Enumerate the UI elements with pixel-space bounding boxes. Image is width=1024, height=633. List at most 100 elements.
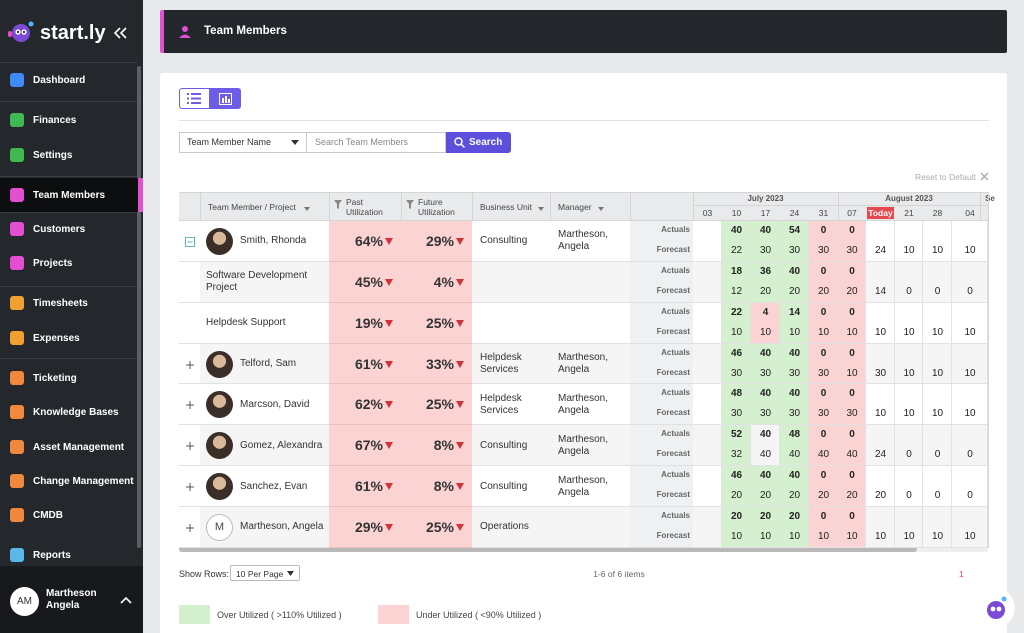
week-cell (866, 425, 895, 467)
actual-hours: 0 (849, 265, 855, 277)
forecast-hours: 0 (906, 285, 912, 297)
sidebar-item[interactable]: Change Management (33, 475, 134, 487)
week-cell (952, 384, 988, 426)
user-menu-toggle[interactable] (120, 596, 132, 604)
forecast-hours: 0 (934, 490, 941, 502)
actual-hours: 48 (788, 429, 801, 441)
week-cell (923, 466, 952, 507)
manager: Martheson, Angela (558, 392, 609, 416)
column-header[interactable]: Manager (558, 201, 592, 212)
week-cell (866, 302, 895, 344)
forecast-hours: 10 (788, 326, 801, 338)
forecast-hours: 10 (817, 530, 830, 542)
h-scroll-thumb[interactable] (179, 546, 917, 552)
header-icon (179, 26, 191, 38)
field-select[interactable] (179, 132, 307, 153)
forecast-hours: 30 (817, 367, 830, 379)
sidebar-divider (0, 358, 137, 359)
week-cell (693, 302, 722, 344)
sidebar-item[interactable]: Ticketing (33, 372, 77, 384)
search-placeholder: Search Team Members (315, 137, 408, 147)
week-cell (838, 302, 866, 344)
forecast-hours: 10 (931, 530, 944, 542)
forecast-hours: 30 (759, 245, 772, 256)
sidebar-item[interactable]: Settings (33, 149, 73, 161)
show-rows-label: Show Rows: (179, 569, 230, 579)
column-divider (630, 192, 631, 221)
week-cell (751, 425, 780, 467)
utilization-value: 25% (425, 314, 454, 331)
collapse-button[interactable] (114, 27, 128, 39)
avatar (206, 350, 233, 378)
week-cell (722, 466, 751, 507)
utilization-value: 67% (354, 437, 383, 454)
expand-toggle (186, 483, 194, 492)
week-cell (895, 466, 923, 507)
reset-icon[interactable] (980, 172, 989, 181)
sidebar-item[interactable]: Expenses (33, 332, 80, 344)
sidebar-item[interactable]: Reports (33, 549, 71, 561)
sidebar-item[interactable]: Customers (33, 223, 86, 235)
search-input[interactable] (306, 132, 446, 153)
week-cell (838, 384, 866, 426)
actual-hours: 46 (730, 347, 743, 359)
actual-hours: 4 (762, 306, 769, 318)
actual-hours: 18 (730, 265, 743, 277)
sidebar-item[interactable]: Projects (33, 257, 73, 269)
down-arrow (456, 360, 464, 368)
member-name: Gomez, Alexandra (240, 439, 323, 451)
search-button[interactable] (446, 132, 511, 153)
forecast-hours: 10 (903, 530, 915, 542)
column-header[interactable]: Past Utilization (346, 196, 383, 217)
assistant-button[interactable] (976, 588, 1016, 628)
sidebar-item[interactable]: Knowledge Bases (33, 406, 119, 418)
week-cell (952, 261, 988, 303)
logo-icon (8, 21, 34, 42)
page-size-caret (287, 571, 294, 576)
sidebar-item[interactable]: Team Members (33, 189, 106, 201)
actual-hours: 0 (820, 306, 827, 318)
down-arrow (385, 442, 393, 450)
avatar (206, 473, 233, 501)
column-header[interactable]: Business Unit (480, 201, 532, 212)
sidebar-item[interactable]: Asset Management (33, 441, 125, 453)
week-cell (923, 425, 952, 467)
utilization-value: 61% (354, 355, 383, 372)
forecast-hours: 24 (874, 245, 887, 256)
page-number[interactable]: 1 (959, 569, 964, 579)
sub-label-cell (630, 466, 693, 507)
actual-hours: 14 (788, 306, 801, 318)
sidebar-item[interactable]: Finances (33, 114, 77, 126)
utilization-value: 8% (433, 437, 454, 454)
list-icon (187, 93, 201, 104)
week-cell (751, 343, 780, 385)
week-cell (693, 221, 722, 262)
sub-label: Forecast (656, 530, 690, 540)
week-header: Today (867, 207, 894, 219)
page-size-select[interactable] (230, 565, 300, 581)
week-cell (693, 343, 722, 385)
week-cell (751, 261, 780, 303)
month-divider (838, 192, 839, 221)
sub-label: Actuals (661, 265, 690, 275)
reset-link[interactable]: Reset to Default (915, 172, 976, 182)
week-cell (866, 466, 895, 507)
actual-hours: 0 (820, 510, 827, 522)
week-cell (780, 221, 809, 262)
forecast-hours: 32 (730, 449, 743, 461)
manager (558, 266, 628, 299)
manager: Martheson, Angela (558, 433, 609, 457)
sidebar-item[interactable]: Dashboard (33, 74, 86, 86)
page-header (160, 10, 1007, 53)
actual-hours: 40 (759, 388, 772, 400)
week-cell (722, 384, 751, 426)
sub-label: Forecast (656, 490, 690, 500)
column-header[interactable]: Future Utilization (418, 196, 455, 217)
column-header[interactable]: Team Member / Project (208, 201, 296, 212)
sidebar-item[interactable]: Timesheets (33, 297, 88, 309)
actual-hours: 48 (730, 388, 743, 400)
sidebar-item[interactable]: CMDB (33, 509, 63, 521)
week-cell (838, 343, 866, 385)
sidebar-divider (0, 62, 137, 63)
sub-label: Actuals (661, 510, 690, 520)
